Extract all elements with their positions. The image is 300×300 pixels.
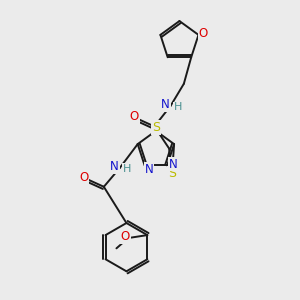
Text: S: S xyxy=(168,167,176,180)
Text: O: O xyxy=(199,27,208,40)
Text: N: N xyxy=(110,160,119,173)
Text: N: N xyxy=(169,158,178,170)
Text: O: O xyxy=(130,110,139,123)
Text: N: N xyxy=(161,98,170,112)
Text: H: H xyxy=(123,164,132,174)
Text: H: H xyxy=(174,102,182,112)
Text: O: O xyxy=(79,171,88,184)
Text: N: N xyxy=(145,163,153,176)
Text: S: S xyxy=(152,121,160,134)
Text: O: O xyxy=(121,230,130,243)
